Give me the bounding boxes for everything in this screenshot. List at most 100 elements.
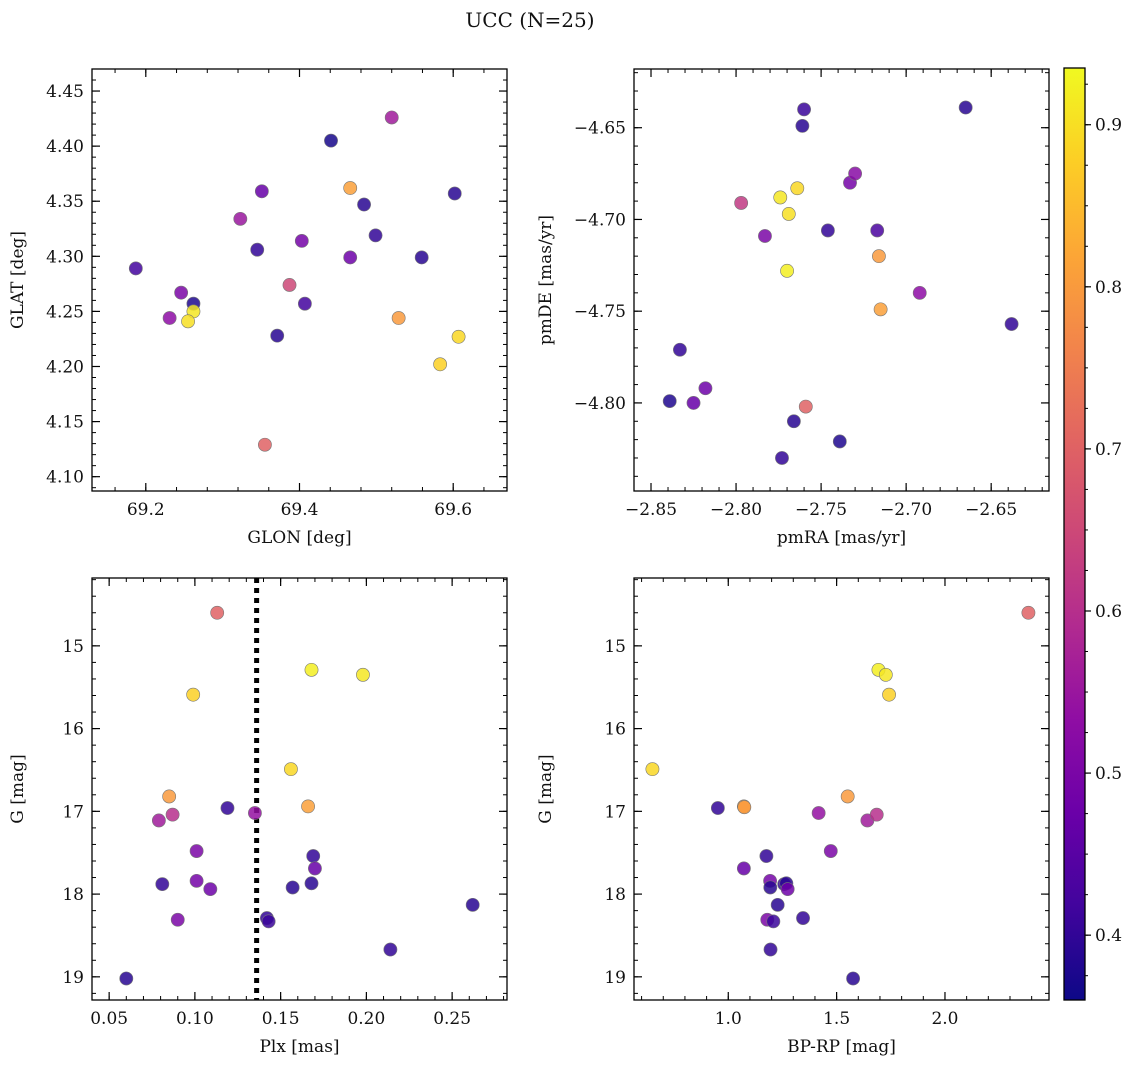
data-point (174, 285, 189, 300)
data-point (1021, 605, 1036, 620)
data-point (128, 261, 143, 276)
data-point (162, 789, 177, 804)
data-point (383, 942, 398, 957)
data-point (294, 233, 309, 248)
data-point (781, 207, 796, 221)
data-point (734, 196, 749, 210)
y-tick-label: 4.20 (46, 357, 84, 377)
data-point (258, 437, 272, 452)
colorbar-tick-label: 0.5 (1095, 764, 1122, 784)
data-point (261, 914, 276, 929)
plot-frame (91, 68, 508, 492)
data-point (823, 844, 838, 858)
y-tick-label: 4.35 (46, 192, 84, 212)
data-point (796, 911, 810, 925)
data-point (798, 399, 813, 414)
data-point (759, 849, 774, 863)
x-axis-label: GLON [deg] (247, 528, 351, 548)
data-point (151, 813, 166, 828)
data-point (811, 806, 826, 820)
plot-frame (91, 577, 508, 1001)
data-point (210, 605, 225, 620)
data-point (304, 876, 319, 891)
plot-frame (633, 68, 1050, 492)
data-point (308, 861, 322, 876)
data-point (282, 278, 297, 292)
x-tick-label: 0.10 (176, 1009, 214, 1029)
data-point (882, 687, 896, 702)
data-point (770, 897, 785, 912)
data-point (912, 285, 927, 300)
data-point (797, 102, 811, 117)
data-point (758, 229, 772, 243)
data-point (662, 394, 677, 408)
figure-title: UCC (N=25) (465, 8, 594, 32)
data-point (869, 807, 884, 822)
data-point (848, 166, 863, 181)
data-point (766, 914, 781, 929)
x-axis-label: Plx [mas] (259, 1037, 339, 1057)
x-axis-label: BP-RP [mag] (787, 1037, 896, 1057)
data-point (285, 880, 300, 895)
y-tick-label: 4.45 (46, 82, 84, 102)
data-point (832, 434, 847, 449)
y-axis-label: GLAT [deg] (8, 231, 28, 329)
data-point (304, 662, 319, 677)
y-tick-label: 4.40 (46, 137, 84, 157)
y-tick-label: −4.75 (574, 302, 626, 322)
data-point (324, 133, 338, 148)
data-point (786, 414, 801, 429)
x-tick-label: 69.2 (127, 500, 165, 520)
data-point (356, 667, 370, 682)
data-point (872, 249, 886, 264)
y-axis-label: G [mag] (536, 754, 556, 823)
data-point (820, 223, 835, 238)
data-point (780, 263, 794, 278)
y-tick-label: 19 (604, 968, 626, 988)
y-tick-label: 18 (604, 885, 626, 905)
data-point (433, 357, 448, 372)
x-tick-label: 69.6 (434, 500, 472, 520)
data-point (301, 799, 315, 814)
y-tick-label: 17 (604, 802, 626, 822)
x-tick-label: −2.85 (625, 500, 677, 520)
colorbar-tick-label: 0.4 (1095, 926, 1122, 946)
data-point (248, 806, 262, 820)
data-point (220, 801, 235, 815)
y-tick-label: 4.10 (46, 468, 84, 488)
x-tick-label: −2.65 (965, 500, 1017, 520)
data-point (297, 296, 312, 311)
y-tick-label: 15 (604, 637, 626, 657)
colorbar-tick-label: 0.8 (1095, 278, 1122, 298)
panel-3: 0.05 0.10 0.15 0.20 0.25 15 16 17 18 19 Plx [mas] G… (8, 577, 508, 1057)
data-point (763, 880, 778, 895)
x-tick-label: 0.05 (90, 1009, 128, 1029)
x-tick-label: −2.70 (880, 500, 932, 520)
y-tick-label: 15 (62, 637, 84, 657)
colorbar-tick-label: 0.9 (1095, 116, 1122, 136)
data-point (284, 762, 298, 777)
data-point (162, 311, 177, 325)
x-tick-label: 69.4 (281, 500, 319, 520)
panel-1: 69.2 69.4 69.6 4.10 4.15 4.20 4.25 4.30 4.35 4.40… (8, 68, 508, 548)
y-axis-label: pmDE [mas/yr] (536, 215, 556, 345)
y-tick-label: 4.25 (46, 302, 84, 322)
data-point (254, 184, 269, 199)
data-point (710, 801, 725, 815)
panel-4: 1.0 1.5 2.0 15 16 17 18 19 BP-RP [mag] G [mag] (536, 577, 1050, 1057)
data-point (250, 242, 265, 257)
data-point (270, 328, 285, 343)
data-point (465, 897, 480, 912)
x-tick-label: 0.25 (433, 1009, 471, 1029)
x-tick-label: −2.75 (795, 500, 847, 520)
data-point (186, 687, 201, 702)
data-point (203, 882, 218, 897)
data-point (795, 118, 810, 133)
y-tick-label: 16 (62, 720, 84, 740)
data-point (737, 800, 752, 815)
plot-frame (633, 577, 1050, 1001)
data-point (391, 311, 406, 325)
data-point (775, 451, 789, 465)
data-point (181, 314, 195, 329)
data-point (790, 181, 805, 196)
